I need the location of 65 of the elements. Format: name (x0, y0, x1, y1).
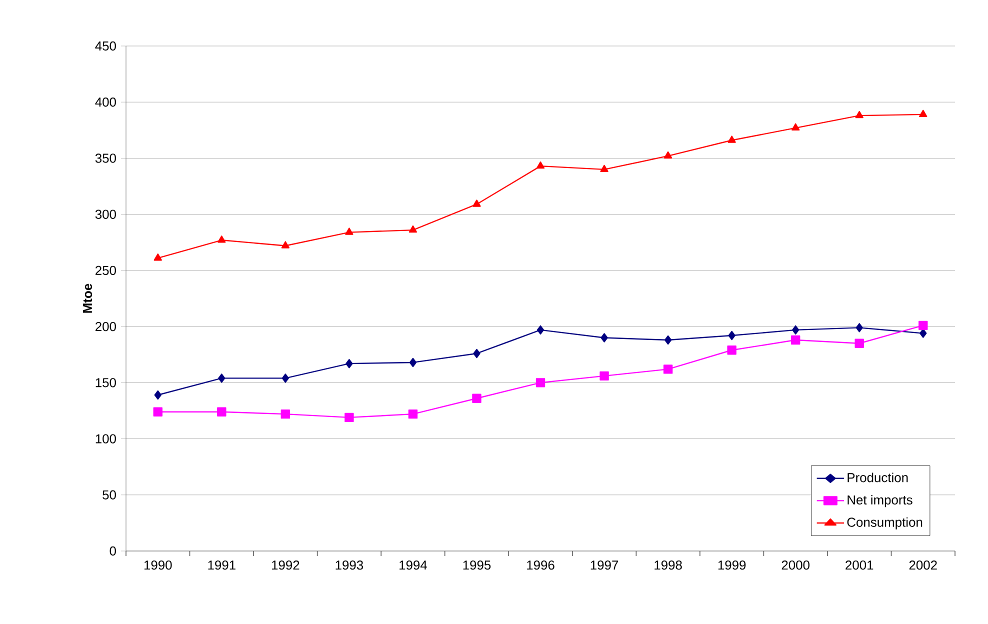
point (281, 241, 290, 248)
y-tick-label: 100 (96, 434, 116, 444)
x-tick-label: 1998 (654, 560, 682, 570)
y-tick-label: 350 (95, 154, 116, 163)
point (727, 346, 736, 355)
point (154, 390, 162, 400)
y-axis-title: Mtoe (83, 284, 92, 313)
point (664, 335, 672, 345)
point (792, 123, 800, 131)
point (663, 364, 673, 374)
x-tick-label: 1991 (208, 560, 236, 570)
y-tick-label: 450 (95, 41, 116, 51)
x-tick-label: 2000 (782, 560, 810, 570)
x-tick-label: 2001 (846, 560, 874, 570)
legend-label: Production (848, 472, 908, 482)
point (217, 407, 226, 416)
point (345, 228, 354, 235)
point (536, 161, 545, 169)
x-tick-label: 1999 (718, 560, 746, 570)
point (664, 151, 672, 159)
point (600, 333, 608, 342)
y-tick-label: 300 (95, 210, 116, 219)
point (728, 330, 736, 340)
point (473, 348, 480, 358)
y-tick-label: 200 (96, 322, 116, 332)
x-tick-label: 1990 (144, 560, 172, 570)
point (600, 164, 608, 172)
point (856, 323, 863, 332)
point (472, 394, 482, 403)
point (409, 358, 417, 368)
point (918, 320, 928, 330)
legend-label: Net imports (848, 495, 912, 508)
point (154, 254, 162, 261)
point (346, 358, 353, 368)
x-tick-label: 2002 (909, 560, 937, 570)
point (153, 407, 162, 416)
point (408, 409, 418, 419)
x-tick-label: 1992 (272, 560, 300, 570)
y-tick-label: 150 (96, 378, 116, 388)
point (344, 412, 354, 422)
y-tick-label: 400 (95, 98, 116, 107)
point (600, 371, 609, 381)
point (728, 136, 736, 143)
x-tick-label: 1996 (527, 560, 554, 570)
point (280, 409, 290, 419)
point (536, 325, 544, 335)
point (855, 110, 864, 118)
point (790, 335, 800, 345)
y-tick-label: 50 (102, 490, 116, 500)
x-tick-label: 1997 (590, 560, 618, 570)
point (218, 236, 226, 243)
point (472, 200, 481, 207)
point (854, 338, 864, 348)
x-tick-label: 1993 (336, 560, 364, 570)
y-tick-label: 0 (110, 546, 116, 556)
x-tick-label: 1995 (463, 560, 491, 570)
y-tick-label: 250 (96, 266, 116, 276)
legend-label: Consumption (847, 517, 922, 530)
point (919, 110, 928, 118)
point (218, 374, 226, 383)
point (792, 325, 800, 335)
point (282, 374, 290, 383)
point (536, 378, 546, 388)
x-tick-label: 1994 (400, 560, 427, 570)
point (408, 225, 418, 233)
